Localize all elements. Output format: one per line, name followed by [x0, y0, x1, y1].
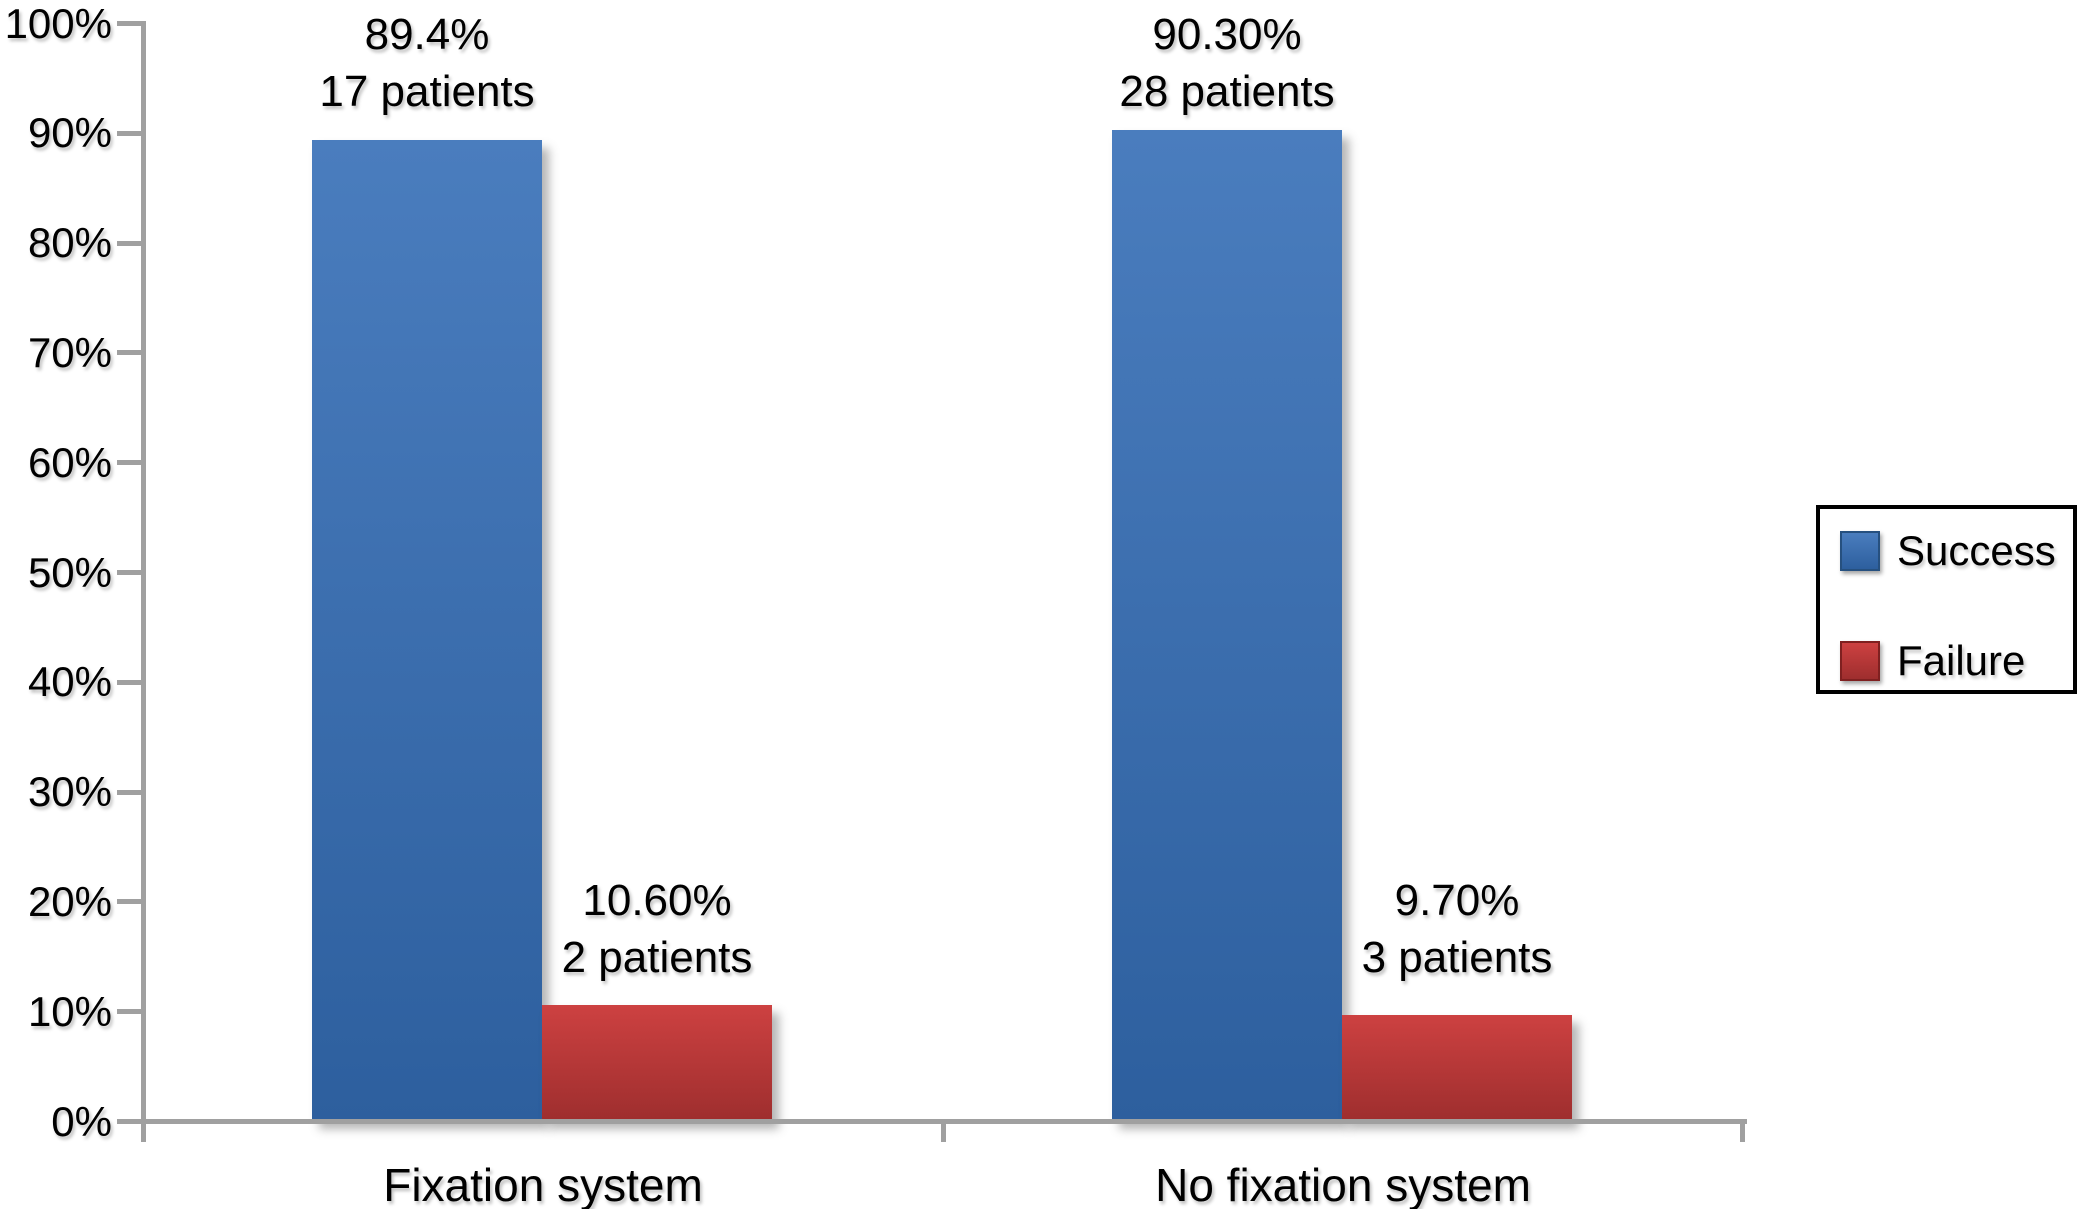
- y-axis-tick-label: 100%: [4, 0, 112, 47]
- y-axis-tick-label: 90%: [27, 109, 112, 156]
- y-axis-tick-label: 40%: [27, 658, 112, 705]
- x-axis-line: [141, 1119, 1747, 1124]
- y-axis-tick: [117, 790, 141, 795]
- y-axis-tick: [117, 131, 141, 136]
- x-axis-tick: [941, 1119, 946, 1142]
- data-label-patients: 17 patients: [319, 67, 535, 116]
- category-label-fixation: Fixation system: [383, 1159, 703, 1209]
- bar-success-0: [312, 140, 542, 1121]
- y-axis-tick-label: 10%: [27, 988, 112, 1035]
- data-label-patients: 2 patients: [561, 933, 753, 982]
- y-axis-tick-label: 80%: [27, 219, 112, 266]
- legend-item-failure: Failure: [1840, 639, 2025, 683]
- legend-swatch-failure-icon: [1840, 641, 1880, 681]
- data-label-success-0: 89.4% 17 patients: [247, 6, 607, 120]
- legend: Success Failure: [1816, 505, 2077, 694]
- legend-swatch-success-icon: [1840, 531, 1880, 571]
- y-axis-tick-label: 60%: [27, 439, 112, 486]
- bar-success-1: [1112, 130, 1342, 1121]
- data-label-patients: 28 patients: [1119, 67, 1335, 116]
- bar-failure-0: [542, 1005, 772, 1121]
- legend-label-failure: Failure: [1897, 637, 2026, 684]
- data-label-success-1: 90.30% 28 patients: [1047, 6, 1407, 120]
- y-axis-tick-label: 50%: [27, 549, 112, 596]
- y-axis-tick: [117, 21, 141, 26]
- y-axis-tick: [117, 899, 141, 904]
- y-axis-tick-label: 0%: [51, 1098, 112, 1145]
- y-axis-tick: [117, 350, 141, 355]
- data-label-percent: 10.60%: [582, 876, 732, 925]
- y-axis-tick: [117, 680, 141, 685]
- data-label-failure-0: 10.60% 2 patients: [477, 872, 837, 986]
- legend-label-success: Success: [1897, 527, 2056, 574]
- data-label-patients: 3 patients: [1361, 933, 1553, 982]
- y-axis-tick: [117, 1009, 141, 1014]
- y-axis-tick: [117, 460, 141, 465]
- data-label-percent: 90.30%: [1152, 10, 1302, 59]
- y-axis-line: [141, 21, 146, 1142]
- bar-failure-1: [1342, 1015, 1572, 1121]
- y-axis-tick: [117, 241, 141, 246]
- x-axis-tick: [1740, 1119, 1745, 1142]
- y-axis-tick-label: 70%: [27, 329, 112, 376]
- y-axis-tick-label: 20%: [27, 878, 112, 925]
- legend-item-success: Success: [1840, 529, 2056, 573]
- data-label-failure-1: 9.70% 3 patients: [1277, 872, 1637, 986]
- y-axis-tick: [117, 570, 141, 575]
- y-axis-tick-label: 30%: [27, 768, 112, 815]
- data-label-percent: 9.70%: [1394, 876, 1520, 925]
- data-label-percent: 89.4%: [364, 10, 490, 59]
- y-axis-tick: [117, 1119, 141, 1124]
- category-label-no-fixation: No fixation system: [1155, 1159, 1531, 1209]
